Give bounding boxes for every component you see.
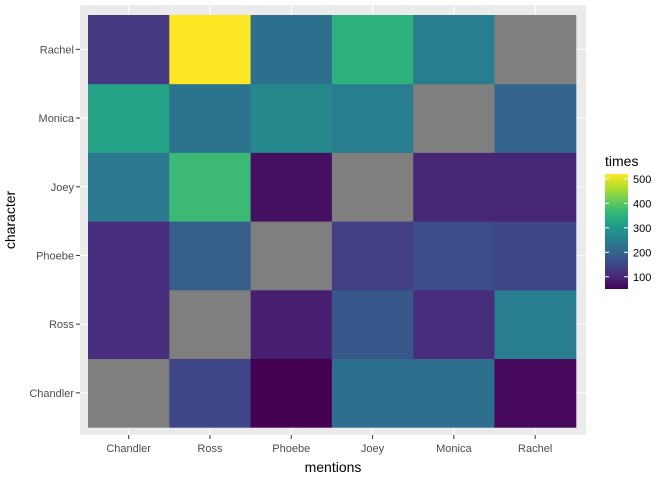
x-axis-title: mentions (305, 459, 362, 475)
heatmap-cell-rachel-ross (169, 15, 252, 85)
heatmap-cell-chandler-phoebe (250, 358, 333, 428)
legend-tick-label: 300 (633, 223, 651, 235)
heatmap-cell-rachel-phoebe (250, 15, 333, 85)
heatmap-cell-ross-chandler (88, 289, 170, 359)
heatmap-cell-joey-ross (169, 152, 252, 222)
heatmap-cell-monica-ross (169, 83, 252, 153)
heatmap-cell-monica-phoebe (250, 83, 333, 153)
y-tick-label: Chandler (29, 388, 74, 400)
heatmap-cell-phoebe-monica (413, 221, 495, 291)
y-axis-title: character (2, 190, 18, 249)
heatmap-cell-chandler-chandler (88, 358, 170, 428)
heatmap-cell-monica-rachel (494, 83, 577, 153)
heatmap-cell-joey-phoebe (250, 152, 333, 222)
y-axis-ticks: Chandler Ross Phoebe Joey Monica Rachel (29, 44, 80, 400)
heatmap-cell-rachel-rachel (494, 15, 577, 85)
heatmap-cell-rachel-joey (331, 15, 414, 85)
heatmap-cell-chandler-monica (413, 358, 495, 428)
heatmap-cell-chandler-ross (169, 358, 252, 428)
legend-tick-label: 100 (633, 272, 651, 284)
heatmap-cell-phoebe-phoebe (250, 221, 333, 291)
heatmap-cell-joey-joey (331, 152, 414, 222)
legend-tick-label: 500 (633, 174, 651, 186)
heatmap-cell-ross-phoebe (250, 289, 333, 359)
x-tick-label: Rachel (518, 443, 552, 455)
x-tick-label: Ross (197, 443, 223, 455)
heatmap-cell-rachel-monica (413, 15, 495, 85)
legend-tick-label: 400 (633, 198, 651, 210)
legend-tick-label: 200 (633, 247, 651, 259)
heatmap-cells (88, 15, 577, 428)
heatmap-cell-phoebe-rachel (494, 221, 577, 291)
x-axis-ticks: Chandler Ross Phoebe Joey Monica Rachel (106, 435, 552, 455)
heatmap-cell-joey-monica (413, 152, 495, 222)
y-tick-label: Phoebe (36, 250, 74, 262)
x-tick-label: Joey (361, 443, 385, 455)
heatmap-cell-joey-chandler (88, 152, 170, 222)
heatmap-cell-phoebe-chandler (88, 221, 170, 291)
legend-colorbar (605, 174, 628, 289)
y-tick-label: Monica (39, 113, 75, 125)
heatmap-cell-joey-rachel (494, 152, 577, 222)
heatmap-cell-ross-monica (413, 289, 495, 359)
heatmap-cell-phoebe-joey (331, 221, 414, 291)
x-tick-label: Phoebe (272, 443, 310, 455)
legend-title: times (605, 153, 638, 169)
heatmap-cell-chandler-rachel (494, 358, 577, 428)
heatmap-cell-monica-joey (331, 83, 414, 153)
heatmap-cell-monica-monica (413, 83, 495, 153)
heatmap-cell-ross-joey (331, 289, 414, 359)
x-tick-label: Chandler (106, 443, 151, 455)
x-tick-label: Monica (436, 443, 472, 455)
heatmap-cell-chandler-joey (331, 358, 414, 428)
y-tick-label: Ross (49, 319, 75, 331)
color-legend: times 100 200 300 400 500 (605, 153, 651, 289)
legend-ticks: 100 200 300 400 500 (605, 174, 651, 284)
heatmap-cell-phoebe-ross (169, 221, 252, 291)
heatmap-cell-monica-chandler (88, 83, 170, 153)
y-tick-label: Rachel (40, 44, 74, 56)
heatmap-cell-ross-ross (169, 289, 252, 359)
y-tick-label: Joey (51, 182, 75, 194)
heatmap-cell-rachel-chandler (88, 15, 170, 85)
heatmap-cell-ross-rachel (494, 289, 577, 359)
